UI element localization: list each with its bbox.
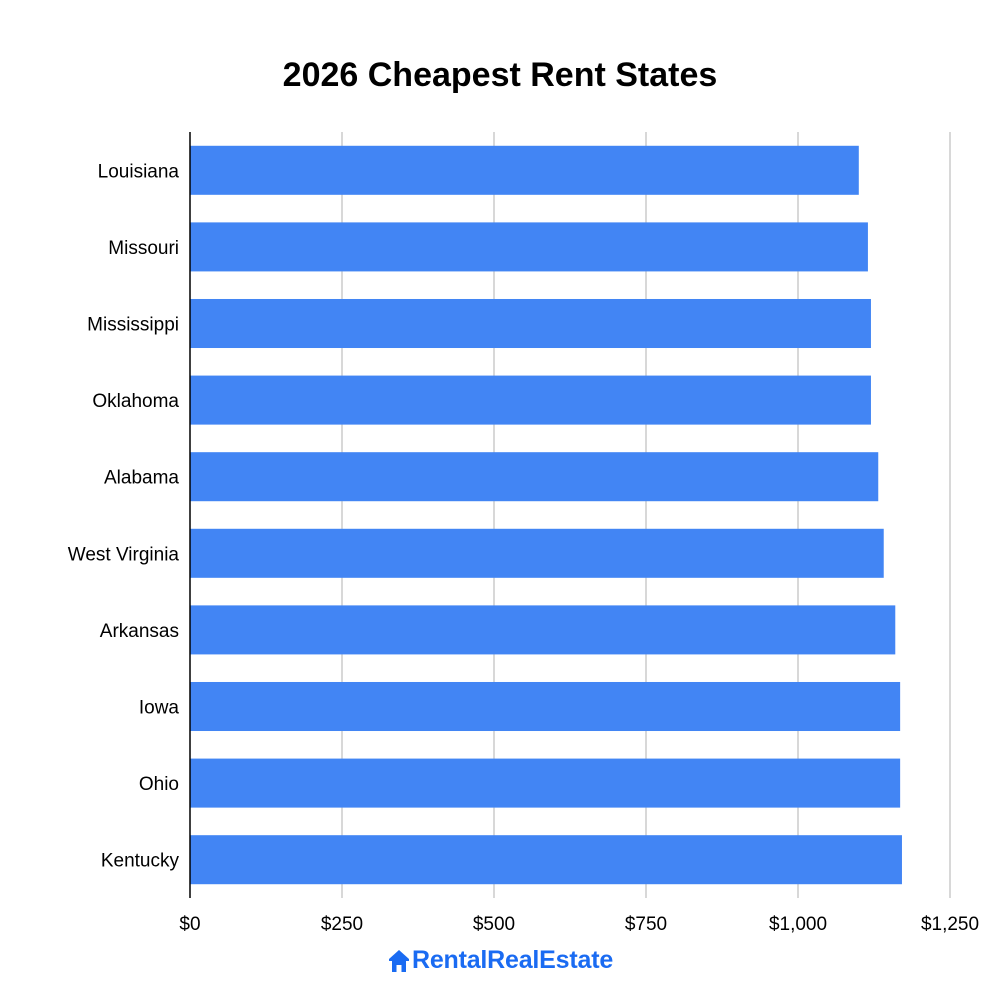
category-label: Arkansas bbox=[100, 621, 179, 642]
category-label: Oklahoma bbox=[92, 391, 179, 412]
category-label: Mississippi bbox=[87, 315, 179, 336]
x-tick-label: $250 bbox=[321, 914, 363, 935]
bars bbox=[190, 145, 902, 885]
x-tick-label: $750 bbox=[625, 914, 667, 935]
category-label: Alabama bbox=[104, 468, 179, 489]
category-label: West Virginia bbox=[68, 544, 180, 565]
x-tick-label: $500 bbox=[473, 914, 515, 935]
category-label: Iowa bbox=[139, 698, 180, 719]
bar bbox=[190, 835, 902, 885]
brand-name: RentalRealEstate bbox=[411, 946, 614, 974]
labels: $0 $250 $500 $750 $1,000 $1,250 Louisiana Misso… bbox=[68, 161, 979, 935]
category-label: Louisiana bbox=[98, 161, 180, 182]
bar bbox=[190, 298, 871, 349]
bar bbox=[190, 681, 901, 732]
chart-title: 2026 Cheapest Rent States bbox=[282, 56, 718, 94]
bar bbox=[190, 452, 879, 502]
category-label: Missouri bbox=[108, 238, 179, 259]
category-label: Kentucky bbox=[101, 851, 180, 872]
x-tick-label: $0 bbox=[179, 914, 200, 935]
bar bbox=[190, 145, 859, 195]
bar bbox=[190, 375, 871, 425]
x-tick-label: $1,250 bbox=[921, 914, 979, 935]
category-label: Ohio bbox=[139, 774, 179, 795]
bar bbox=[190, 605, 896, 655]
bar bbox=[190, 528, 884, 578]
x-tick-label: $1,000 bbox=[769, 914, 827, 935]
bar bbox=[190, 758, 901, 808]
bar bbox=[190, 222, 868, 272]
house-r-icon bbox=[388, 949, 409, 972]
brand-logo: RentalRealEstate bbox=[0, 946, 1000, 981]
